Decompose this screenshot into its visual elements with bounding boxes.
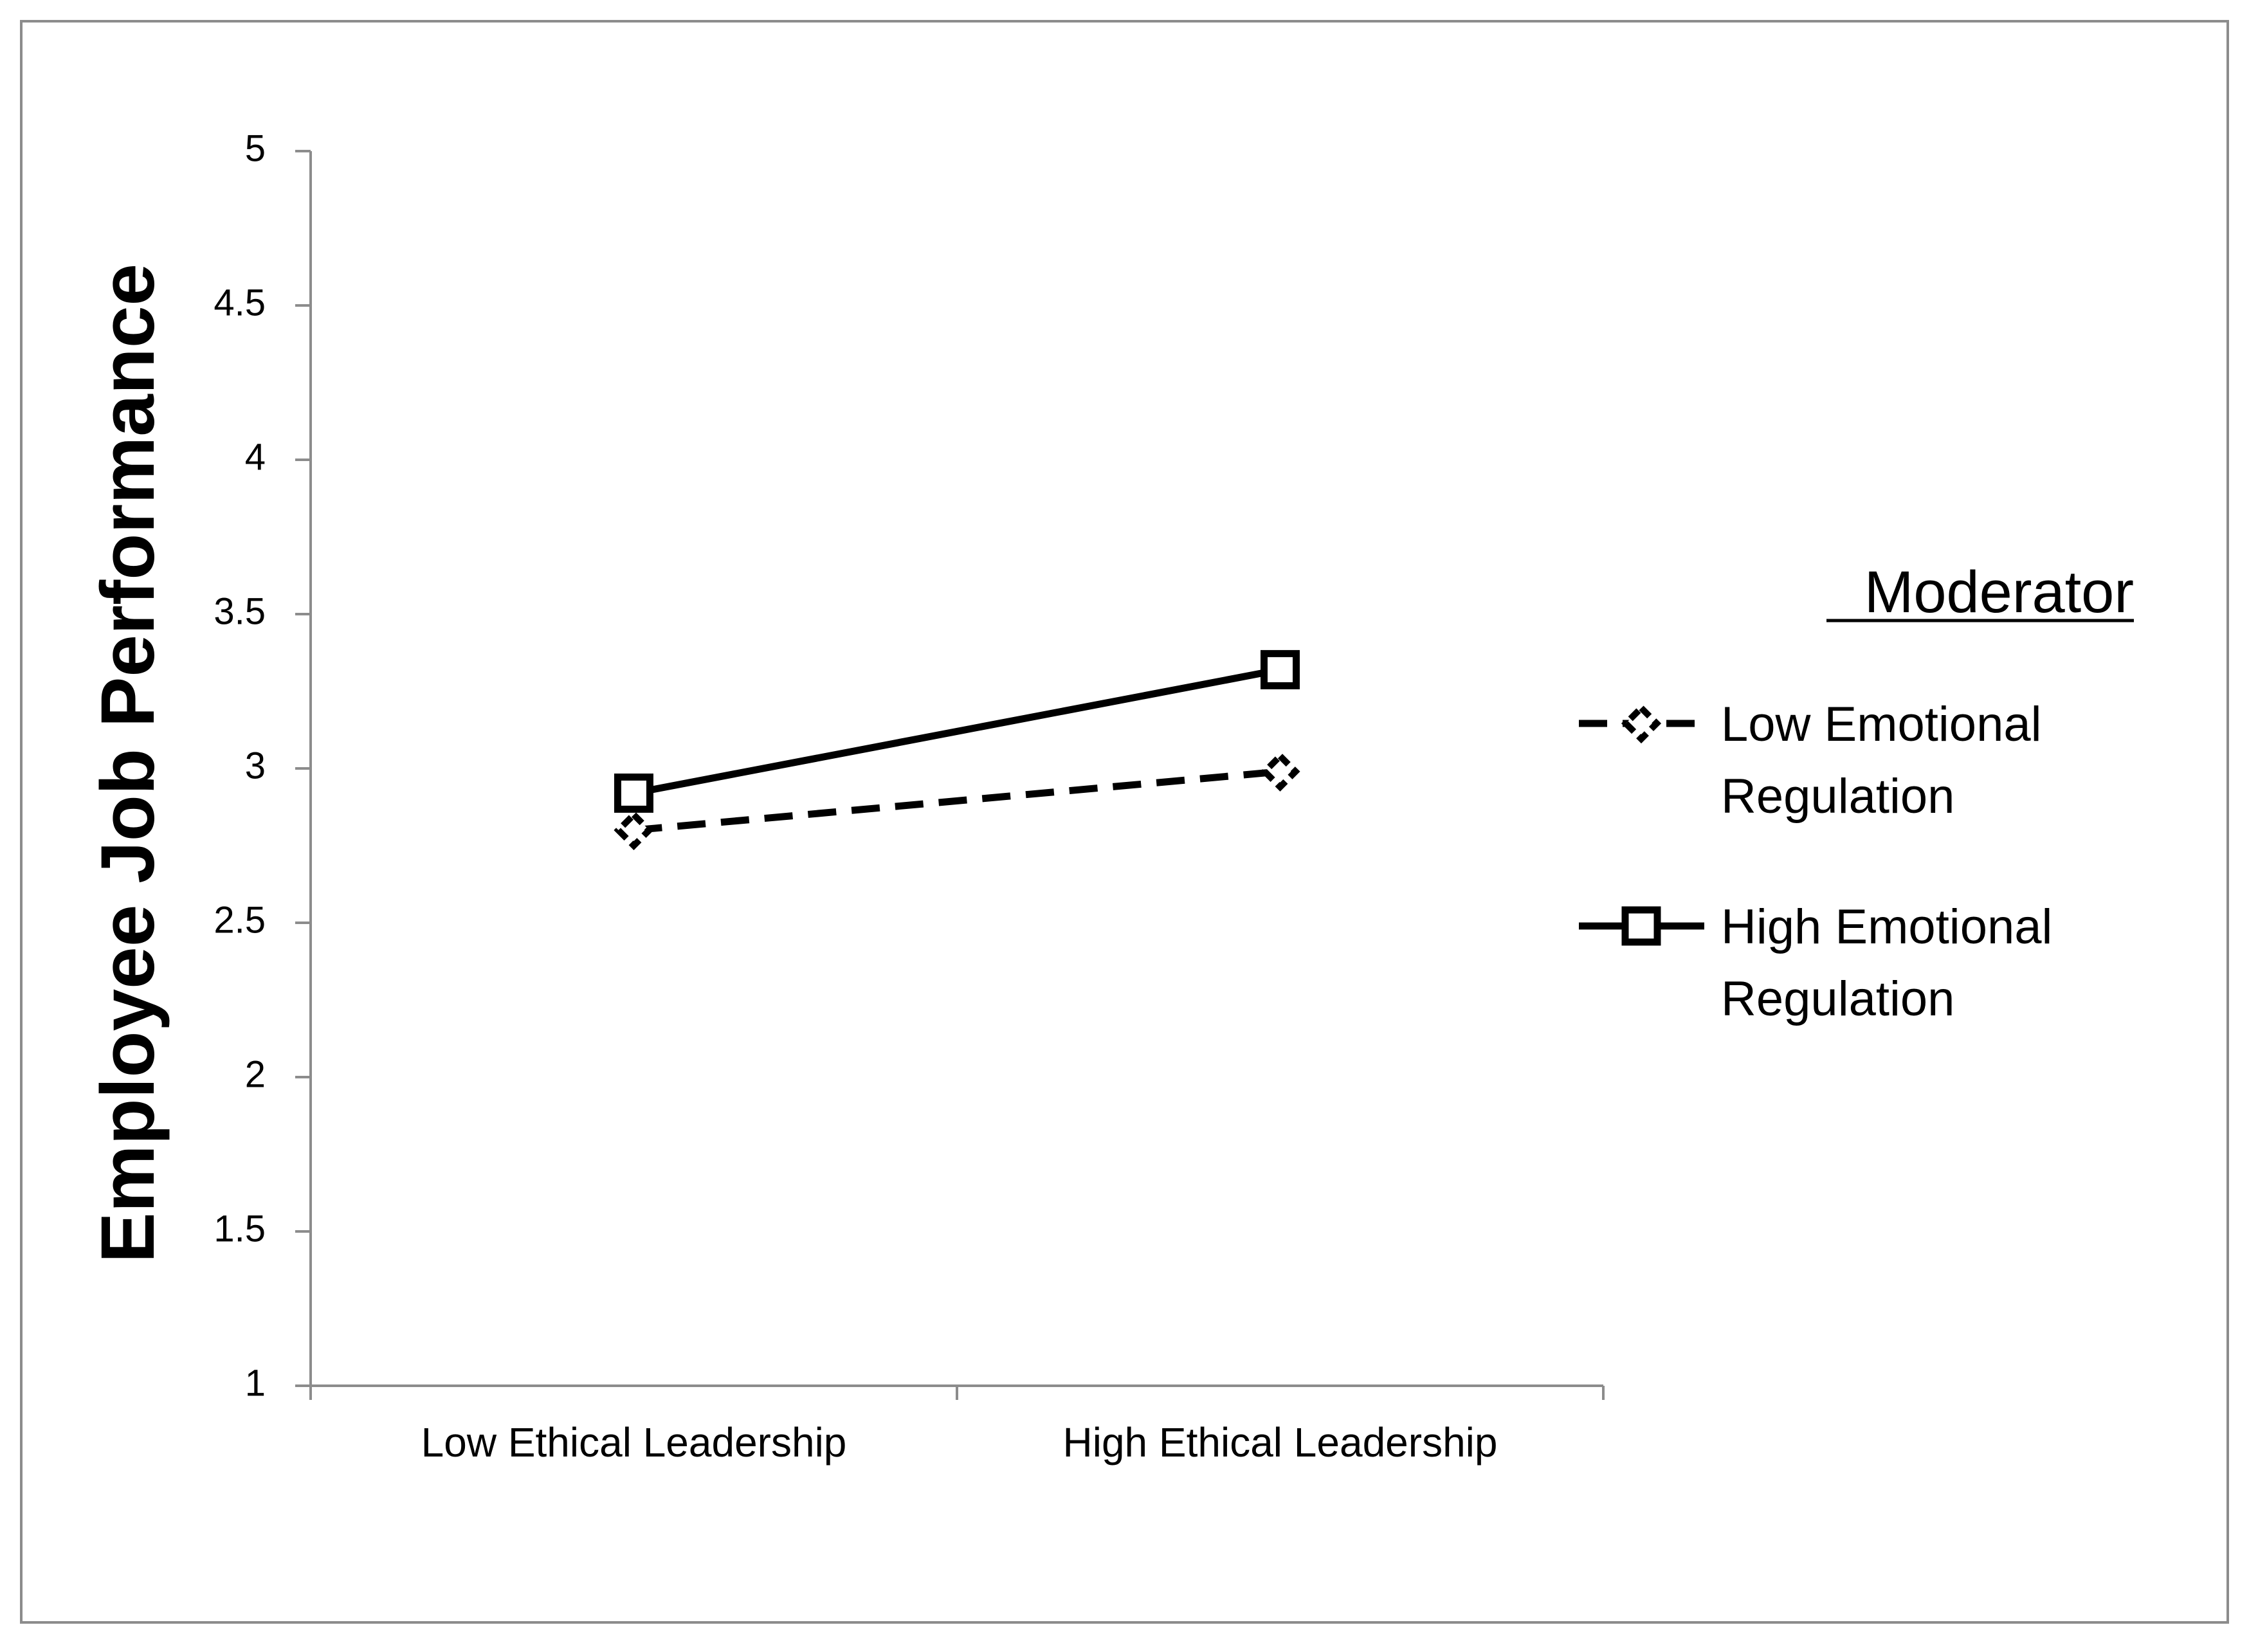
y-tick-label: 1 <box>245 1362 266 1404</box>
series-layer <box>614 649 1300 851</box>
legend-label: Low Emotional <box>1721 697 2042 752</box>
chart-frame <box>20 20 2229 1624</box>
y-tick-label: 2.5 <box>214 899 266 941</box>
series-line <box>633 666 1281 797</box>
x-tick-label: Low Ethical Leadership <box>421 1419 847 1466</box>
y-axis-label: Employee Job Performance <box>86 264 170 1263</box>
legend-title: Moderator <box>1864 559 2134 625</box>
data-point-marker <box>614 773 653 813</box>
series-line <box>633 768 1280 834</box>
data-point-marker <box>1260 751 1300 792</box>
legend-label: High Emotional <box>1721 900 2052 954</box>
y-tick-label: 3.5 <box>214 590 266 632</box>
y-tick-label: 5 <box>245 127 266 169</box>
legend-entry: High Emotional Regulation <box>1579 900 2052 1026</box>
legend-label: Regulation <box>1721 769 1954 824</box>
y-tick-label: 3 <box>245 745 266 786</box>
y-tick-label: 2 <box>245 1053 266 1095</box>
series-high-emotional-regulation <box>614 649 1300 813</box>
axes: 1 1.5 2 2.5 3 3.5 4 4.5 5 Low Ethical Leadership H… <box>214 127 1605 1466</box>
series-low-emotional-regulation <box>614 751 1300 851</box>
legend-label: Regulation <box>1721 972 1954 1026</box>
y-tick-label: 4 <box>245 436 266 478</box>
data-point-marker <box>614 810 654 851</box>
legend-marker-swatch <box>1621 703 1662 744</box>
data-point-marker <box>1261 649 1300 689</box>
y-tick-label: 4.5 <box>214 282 266 323</box>
y-tick-label: 1.5 <box>214 1208 266 1249</box>
legend-entry: Low Emotional Regulation <box>1579 697 2042 824</box>
legend-marker-swatch <box>1621 906 1661 946</box>
x-tick-label: High Ethical Leadership <box>1063 1419 1498 1466</box>
